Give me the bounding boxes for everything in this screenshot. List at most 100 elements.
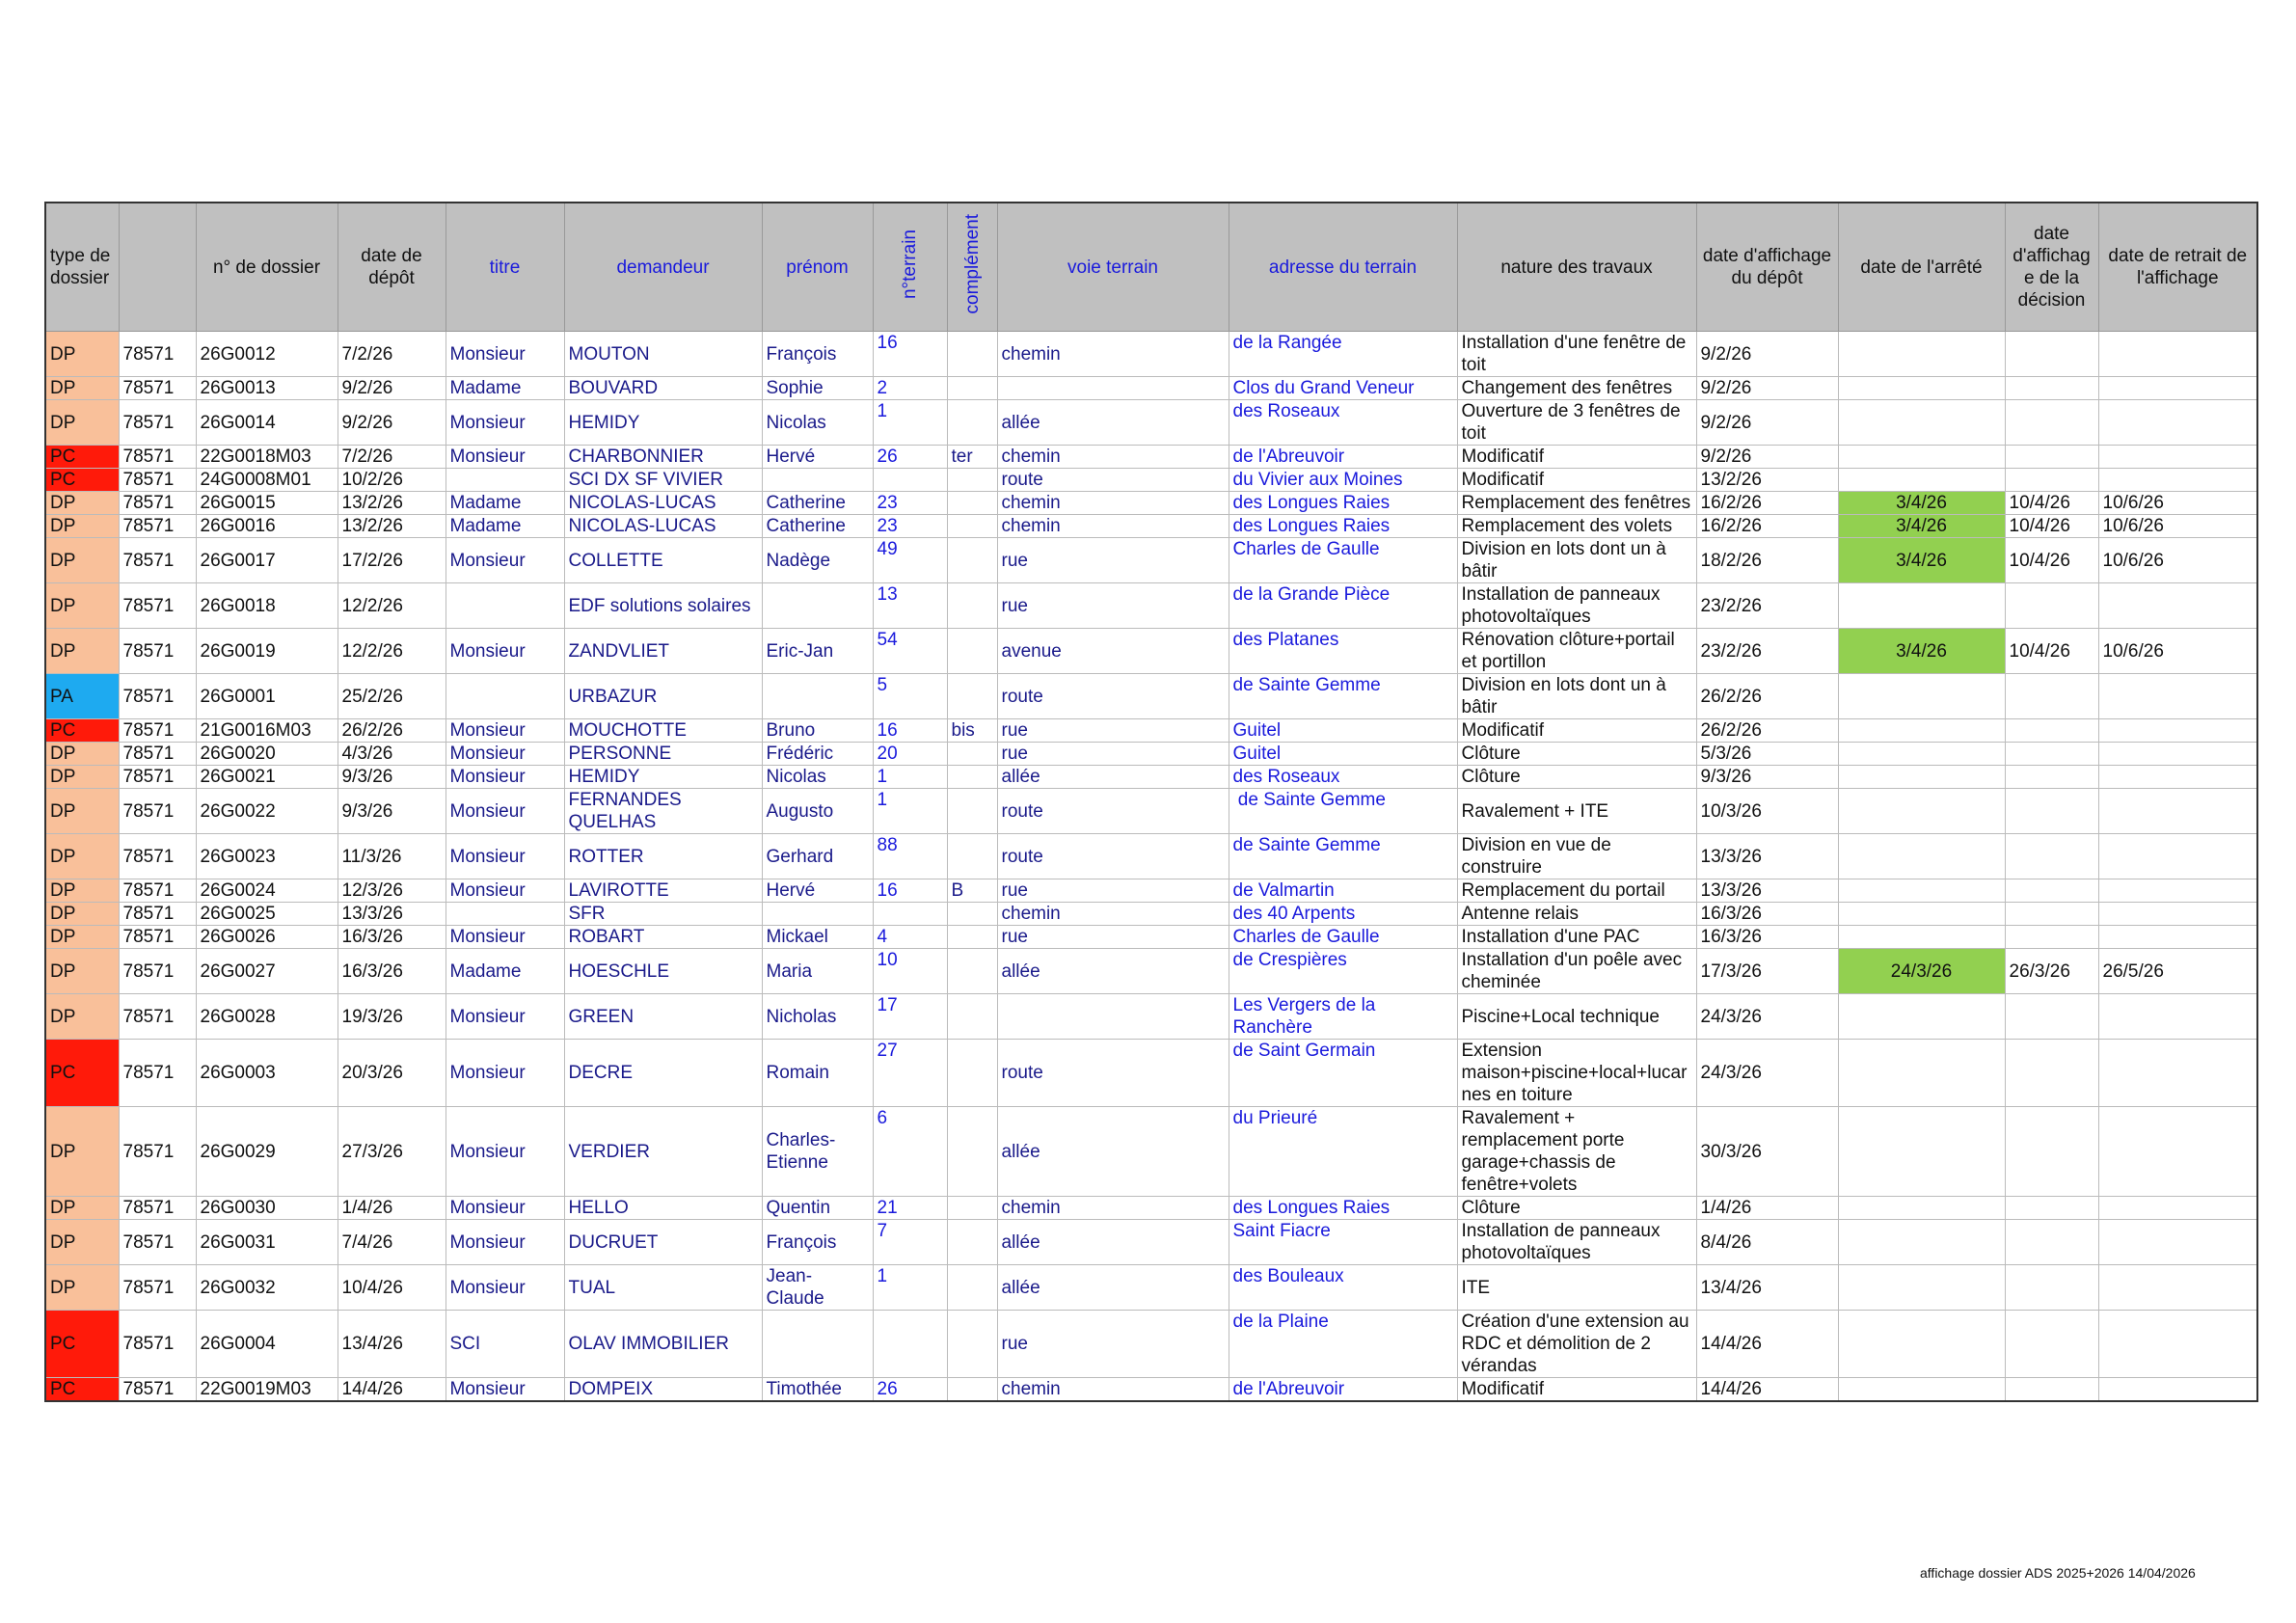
table-cell: Nadège (761, 537, 874, 583)
table-cell: Madame (445, 948, 565, 994)
table-cell: 88 (872, 833, 948, 879)
table-cell (1837, 376, 2006, 400)
table-cell: Monsieur (445, 399, 565, 446)
table-cell: HEMIDY (563, 765, 763, 789)
table-cell (2004, 742, 2099, 766)
table-cell: 1/4/26 (337, 1196, 446, 1220)
table-cell: Saint Fiacre (1228, 1219, 1458, 1265)
table-cell: 26 (872, 1377, 948, 1402)
table-cell: Monsieur (445, 833, 565, 879)
table-cell: 1 (872, 765, 948, 789)
table-cell: Romain (761, 1039, 874, 1107)
table-cell: 22G0019M03 (195, 1377, 338, 1402)
table-cell: Monsieur (445, 445, 565, 469)
table-cell (2097, 788, 2258, 834)
table-cell: 10/4/26 (2004, 537, 2099, 583)
table-cell: 7/4/26 (337, 1219, 446, 1265)
table-cell: 4 (872, 925, 948, 949)
table-cell (2004, 993, 2099, 1040)
table-cell (1837, 718, 2006, 743)
table-cell: 26G0003 (195, 1039, 338, 1107)
table-cell: 16/3/26 (337, 948, 446, 994)
table-cell (761, 1310, 874, 1378)
table-cell: 23/2/26 (1695, 582, 1839, 629)
table-cell: 17/2/26 (337, 537, 446, 583)
table-cell: 26G0023 (195, 833, 338, 879)
table-cell: 21 (872, 1196, 948, 1220)
table-row: DP 78571 26G0024 12/3/26 Monsieur LAVIROTTE He… (44, 879, 2258, 903)
table-cell (2097, 925, 2258, 949)
table-cell: LAVIROTTE (563, 879, 763, 903)
table-cell: Les Vergers de la Ranchère (1228, 993, 1458, 1040)
table-cell: 23 (872, 491, 948, 515)
table-cell (872, 468, 948, 492)
table-cell: URBAZUR (563, 673, 763, 719)
table-cell (761, 673, 874, 719)
table-row: DP 78571 26G0029 27/3/26 Monsieur VERDIER Char… (44, 1106, 2258, 1197)
table-cell: 1 (872, 1264, 948, 1311)
table-cell (946, 765, 998, 789)
table-cell: 12/2/26 (337, 628, 446, 674)
table-cell: ROTTER (563, 833, 763, 879)
table-cell (2097, 833, 2258, 879)
table-cell (946, 491, 998, 515)
table-cell: PC (44, 718, 120, 743)
table-cell (1837, 879, 2006, 903)
table-cell: du Prieuré (1228, 1106, 1458, 1197)
table-cell: route (996, 788, 1229, 834)
column-header: demandeur (563, 202, 763, 332)
table-cell (2004, 445, 2099, 469)
table-cell: 26/3/26 (2004, 948, 2099, 994)
table-cell: 16/2/26 (1695, 514, 1839, 538)
table-cell: 23/2/26 (1695, 628, 1839, 674)
table-cell: 26G0032 (195, 1264, 338, 1311)
table-cell: 13/2/26 (337, 491, 446, 515)
table-cell (946, 925, 998, 949)
table-cell: 78571 (118, 537, 197, 583)
table-cell (2004, 376, 2099, 400)
table-cell: 3/4/26 (1837, 491, 2006, 515)
table-cell: Maria (761, 948, 874, 994)
column-header: nature des travaux (1456, 202, 1697, 332)
table-cell: 16 (872, 718, 948, 743)
table-cell: Ouverture de 3 fenêtres de toit (1456, 399, 1697, 446)
table-cell: 78571 (118, 582, 197, 629)
table-cell: Division en lots dont un à bâtir (1456, 537, 1697, 583)
table-cell: PC (44, 1310, 120, 1378)
table-cell (445, 902, 565, 926)
table-cell: 16/2/26 (1695, 491, 1839, 515)
table-cell: Madame (445, 376, 565, 400)
table-cell: Changement des fenêtres (1456, 376, 1697, 400)
table-cell: de Sainte Gemme (1228, 833, 1458, 879)
table-cell: DP (44, 1264, 120, 1311)
table-cell (946, 376, 998, 400)
table-cell: Monsieur (445, 925, 565, 949)
table-cell: Monsieur (445, 1377, 565, 1402)
table-cell (2097, 718, 2258, 743)
table-cell: 9/3/26 (337, 765, 446, 789)
table-cell: rue (996, 1310, 1229, 1378)
table-cell: 10/6/26 (2097, 537, 2258, 583)
table-cell: Division en lots dont un à bâtir (1456, 673, 1697, 719)
table-row: DP 78571 26G0018 12/2/26 EDF solutions solai… (44, 582, 2258, 629)
table-cell: 26G0013 (195, 376, 338, 400)
table-cell: EDF solutions solaires (563, 582, 763, 629)
table-cell (946, 628, 998, 674)
table-cell: 30/3/26 (1695, 1106, 1839, 1197)
table-cell (1837, 902, 2006, 926)
table-cell (946, 1219, 998, 1265)
table-cell: chemin (996, 331, 1229, 377)
table-cell (996, 993, 1229, 1040)
table-row: PA 78571 26G0001 25/2/26 URBAZUR 5 route de Sai… (44, 673, 2258, 719)
table-cell (2097, 742, 2258, 766)
table-cell: 26G0016 (195, 514, 338, 538)
table-cell: chemin (996, 1377, 1229, 1402)
table-cell (1837, 399, 2006, 446)
table-cell: Installation d'une PAC (1456, 925, 1697, 949)
table-cell: 26G0028 (195, 993, 338, 1040)
table-cell: 22G0018M03 (195, 445, 338, 469)
table-row: DP 78571 26G0021 9/3/26 Monsieur HEMIDY Nicola… (44, 765, 2258, 789)
table-cell: Guitel (1228, 718, 1458, 743)
table-cell: rue (996, 879, 1229, 903)
